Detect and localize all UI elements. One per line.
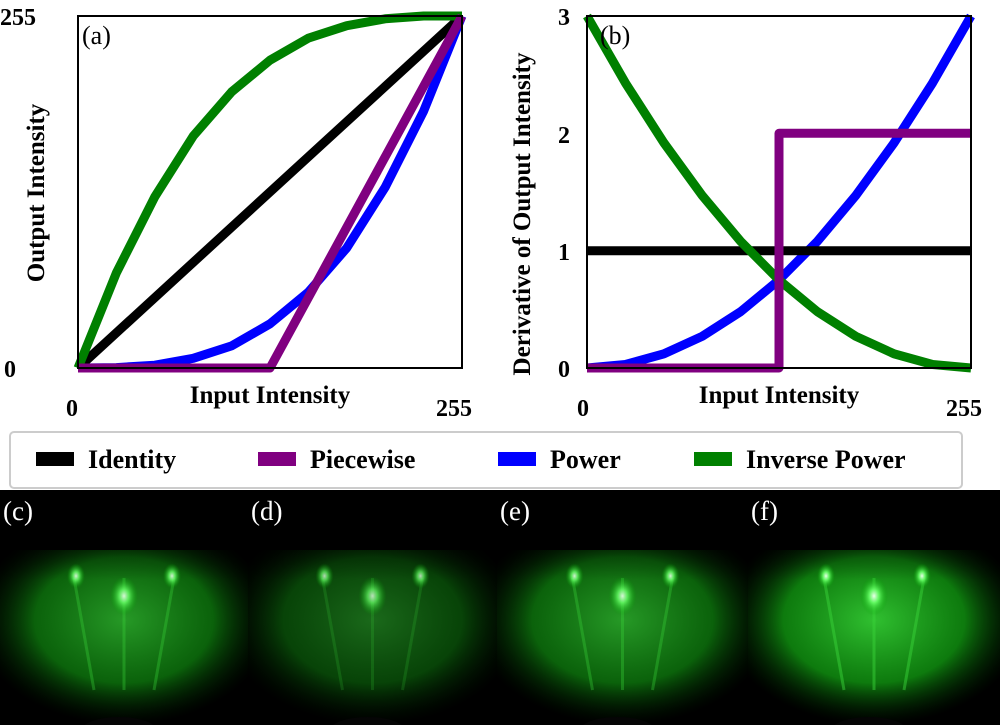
diffraction-spot bbox=[358, 576, 387, 616]
diffraction-spot bbox=[860, 576, 888, 616]
diffraction-streak bbox=[401, 577, 424, 691]
image-panel-label: (d) bbox=[251, 496, 282, 526]
diffraction-streak bbox=[822, 577, 846, 691]
panel-a-axes bbox=[77, 15, 463, 369]
diffraction-spot bbox=[817, 563, 835, 589]
image-panel-label: (c) bbox=[3, 496, 33, 526]
panel-a-chart: (a) 0 255 0 255 Input Intensity Output I… bbox=[0, 5, 472, 422]
panel-a-ytick-bottom: 0 bbox=[4, 357, 16, 383]
diffraction-spot bbox=[67, 563, 85, 589]
diffraction-spot bbox=[411, 563, 430, 589]
legend-swatch-identity bbox=[36, 452, 74, 466]
legend-swatch-piecewise bbox=[258, 452, 296, 466]
diffraction-spot bbox=[163, 563, 181, 589]
legend-label-identity: Identity bbox=[88, 445, 176, 474]
panel-b-xtick-right: 255 bbox=[946, 396, 982, 422]
panel-b-axes bbox=[586, 15, 972, 369]
diffraction-streak bbox=[321, 577, 344, 691]
legend-label-inverse-power: Inverse Power bbox=[746, 445, 906, 474]
image-strip: (c) (d) (e) (f) bbox=[0, 490, 1000, 725]
panel-b-chart: (b) 0 1 2 3 0 255 Input Intensity Deriva… bbox=[509, 5, 982, 422]
diffraction-streak bbox=[902, 577, 926, 691]
diffraction-streak bbox=[571, 577, 594, 691]
panel-b-xtick-left: 0 bbox=[577, 396, 589, 422]
panel-b-ytick-0: 0 bbox=[558, 357, 570, 383]
panel-a-line-inverse-power bbox=[73, 11, 462, 370]
shadow-mound bbox=[834, 717, 904, 725]
image-top-shade bbox=[497, 490, 748, 580]
panel-a-line-identity bbox=[74, 12, 466, 372]
panel-b-ytick-3: 3 bbox=[558, 5, 570, 31]
image-panel-f: (f) bbox=[748, 490, 1000, 725]
legend: Identity Piecewise Power Inverse Power bbox=[9, 431, 963, 489]
shadow-mound bbox=[333, 717, 402, 725]
image-top-shade bbox=[748, 490, 1000, 580]
panel-b-xlabel: Input Intensity bbox=[699, 382, 860, 409]
image-top-shade bbox=[248, 490, 497, 580]
shadow-mound bbox=[84, 717, 154, 725]
legend-swatch-inverse-power bbox=[694, 452, 732, 466]
panel-a-ytick-top: 255 bbox=[0, 5, 36, 31]
panel-a-xtick-left: 0 bbox=[66, 396, 78, 422]
legend-label-power: Power bbox=[550, 445, 621, 474]
legend-swatch-power bbox=[498, 452, 536, 466]
diffraction-spot bbox=[315, 563, 334, 589]
diffraction-spot bbox=[913, 563, 931, 589]
panel-a-xtick-right: 255 bbox=[436, 396, 472, 422]
image-panel-label: (f) bbox=[751, 496, 778, 526]
image-panel-d: (d) bbox=[248, 490, 497, 725]
diffraction-spot bbox=[565, 563, 584, 589]
panel-a-ylabel: Output Intensity bbox=[23, 103, 50, 282]
diffraction-streak bbox=[152, 577, 176, 691]
image-panel-c: (c) bbox=[0, 490, 248, 725]
diffraction-spot bbox=[661, 563, 680, 589]
diffraction-spot bbox=[608, 576, 637, 616]
panel-a-letter: (a) bbox=[82, 21, 111, 50]
shadow-mound bbox=[583, 717, 652, 725]
panel-a-xlabel: Input Intensity bbox=[190, 382, 351, 409]
image-panel-e: (e) bbox=[497, 490, 748, 725]
panel-b-series bbox=[583, 13, 975, 373]
panel-b-letter: (b) bbox=[600, 21, 630, 50]
diffraction-streak bbox=[72, 577, 96, 691]
diffraction-streak bbox=[651, 577, 674, 691]
panel-b-ytick-2: 2 bbox=[558, 123, 570, 149]
diffraction-spot bbox=[110, 576, 138, 616]
image-panel-label: (e) bbox=[500, 496, 530, 526]
legend-label-piecewise: Piecewise bbox=[310, 445, 415, 474]
panel-b-ytick-1: 1 bbox=[558, 240, 570, 266]
image-top-shade bbox=[0, 490, 248, 580]
legend-box bbox=[9, 431, 963, 489]
panel-b-ylabel: Derivative of Output Intensity bbox=[509, 52, 536, 375]
